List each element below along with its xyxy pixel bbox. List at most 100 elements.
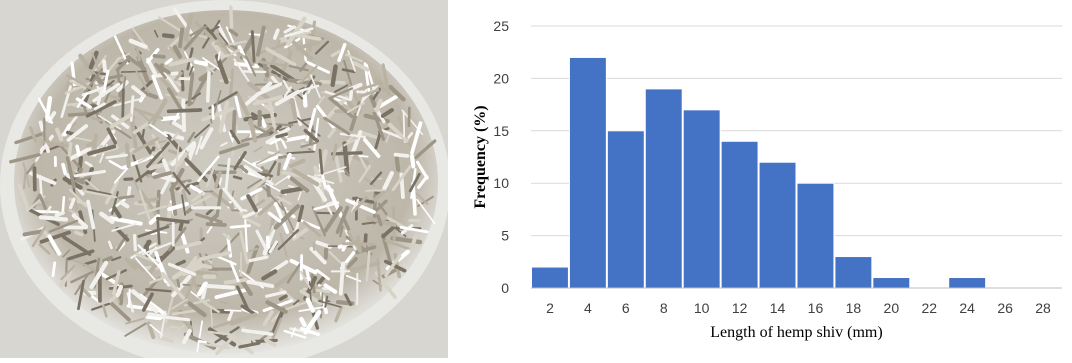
shiv-piece xyxy=(208,224,225,225)
shiv-piece xyxy=(53,263,55,276)
x-tick-label: 20 xyxy=(884,300,900,316)
shiv-piece xyxy=(366,190,386,191)
shiv-piece xyxy=(196,62,207,64)
x-tick-label: 6 xyxy=(622,300,630,316)
shiv-piece xyxy=(292,100,295,118)
y-tick-labels: 0 5 10 15 20 25 xyxy=(493,18,509,296)
shiv-piece xyxy=(301,319,304,325)
shiv-piece xyxy=(120,196,134,198)
shiv-piece xyxy=(169,110,201,111)
shiv-piece xyxy=(57,213,63,215)
shiv-piece xyxy=(281,40,288,41)
shiv-piece xyxy=(280,156,286,157)
shiv-piece xyxy=(155,56,164,57)
shiv-piece xyxy=(230,70,232,95)
shiv-piece xyxy=(199,341,205,342)
shiv-piece xyxy=(231,7,232,27)
shiv-piece xyxy=(233,112,234,136)
x-tick-label: 16 xyxy=(808,300,824,316)
bar-13-15 xyxy=(759,162,796,288)
bar-9-11 xyxy=(683,110,720,288)
shiv-piece xyxy=(146,242,150,247)
x-tick-label: 10 xyxy=(694,300,710,316)
shiv-piece xyxy=(112,96,119,98)
shiv-piece xyxy=(171,327,179,328)
y-tick-label: 0 xyxy=(501,280,509,296)
shiv-piece xyxy=(277,134,286,136)
shiv-piece xyxy=(129,188,130,195)
x-tick-label: 4 xyxy=(584,300,592,316)
y-tick-label: 5 xyxy=(501,228,509,244)
shiv-piece xyxy=(397,158,398,170)
bar-19-21 xyxy=(873,278,910,288)
shiv-piece xyxy=(183,101,184,131)
bar-11-13 xyxy=(721,141,758,288)
shiv-piece xyxy=(77,146,79,154)
shiv-piece xyxy=(231,226,249,228)
shiv-piece xyxy=(316,213,337,214)
shiv-piece xyxy=(341,264,343,294)
shiv-piece xyxy=(122,71,146,72)
shiv-piece xyxy=(413,236,415,243)
shiv-piece xyxy=(345,143,348,173)
bar-15-17 xyxy=(797,183,834,288)
hemp-shiv-photo xyxy=(0,0,448,358)
x-tick-label: 22 xyxy=(921,300,937,316)
shiv-piece xyxy=(63,165,65,174)
shiv-piece xyxy=(219,52,220,59)
shiv-piece xyxy=(359,156,367,157)
shiv-piece xyxy=(129,290,130,306)
bar-17-19 xyxy=(835,257,872,288)
shiv-piece xyxy=(268,237,269,247)
x-tick-label: 28 xyxy=(1035,300,1051,316)
y-tick-label: 25 xyxy=(493,18,509,34)
x-tick-label: 26 xyxy=(997,300,1013,316)
shiv-piece xyxy=(404,112,405,136)
shiv-piece xyxy=(333,153,361,154)
bar-7-9 xyxy=(645,89,682,288)
shiv-piece xyxy=(162,117,177,119)
shiv-piece xyxy=(123,90,124,117)
shiv-piece xyxy=(41,217,66,219)
shiv-piece xyxy=(278,164,279,175)
shiv-piece xyxy=(76,232,82,234)
shiv-piece xyxy=(226,280,246,283)
shiv-piece xyxy=(158,219,160,243)
y-tick-label: 10 xyxy=(493,175,509,191)
x-tick-label: 8 xyxy=(660,300,668,316)
bar-5-7 xyxy=(607,131,644,288)
shiv-piece xyxy=(208,73,209,101)
shiv-piece xyxy=(180,29,182,46)
shiv-piece xyxy=(333,67,336,85)
shiv-piece xyxy=(147,317,160,318)
shiv-piece xyxy=(213,106,214,119)
shiv-piece xyxy=(206,286,233,288)
bar-23-25 xyxy=(949,278,986,288)
shiv-piece xyxy=(94,135,96,147)
shiv-piece xyxy=(164,35,172,36)
y-tick-label: 15 xyxy=(493,123,509,139)
shiv-piece xyxy=(135,235,136,249)
bar-3-5 xyxy=(569,57,606,288)
y-axis-label: Frequency (%) xyxy=(472,105,489,208)
x-tick-label: 2 xyxy=(546,300,554,316)
y-tick-label: 20 xyxy=(493,70,509,86)
shiv-piece xyxy=(350,92,351,99)
x-tick-label: 14 xyxy=(770,300,786,316)
shiv-piece xyxy=(395,155,407,156)
x-tick-label: 24 xyxy=(959,300,975,316)
x-tick-label: 18 xyxy=(846,300,862,316)
shiv-piece xyxy=(131,97,133,121)
shiv-piece xyxy=(215,43,224,44)
shiv-piece xyxy=(63,197,64,212)
bar-1-3 xyxy=(532,267,569,288)
shiv-piece xyxy=(178,280,179,286)
shiv-piece xyxy=(252,32,254,62)
shiv-piece xyxy=(225,310,241,311)
x-axis-label: Length of hemp shiv (mm) xyxy=(710,324,882,341)
hemp-shiv-dish-image xyxy=(0,0,448,358)
x-tick-label: 12 xyxy=(732,300,748,316)
